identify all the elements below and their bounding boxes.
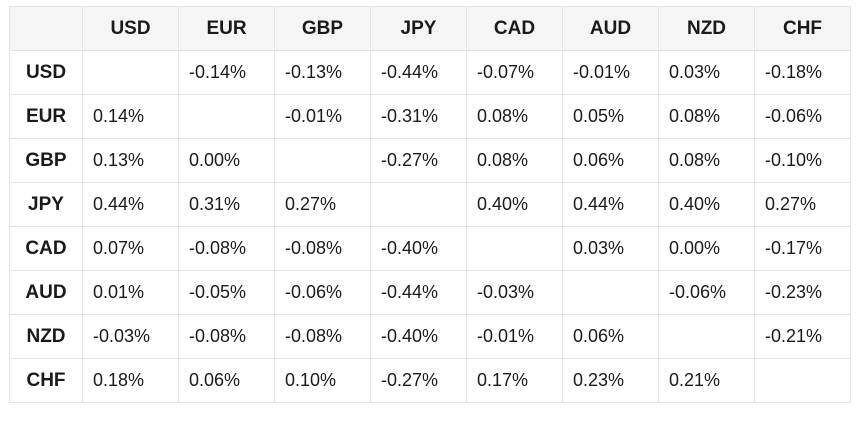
column-header: JPY bbox=[370, 6, 467, 51]
row-header: CHF bbox=[9, 358, 83, 403]
rate-cell: 0.00% bbox=[178, 138, 275, 183]
rate-cell: -0.01% bbox=[466, 314, 563, 359]
table-row: AUD 0.01% -0.05% -0.06% -0.44% -0.03% -0.06% -0… bbox=[9, 270, 851, 315]
rate-cell: -0.07% bbox=[466, 50, 563, 95]
rate-cell: 0.08% bbox=[466, 94, 563, 139]
rate-cell: -0.18% bbox=[754, 50, 851, 95]
rate-cell: 0.23% bbox=[562, 358, 659, 403]
column-header: NZD bbox=[658, 6, 755, 51]
rate-cell: -0.03% bbox=[82, 314, 179, 359]
rate-cell: 0.08% bbox=[658, 94, 755, 139]
rate-cell: 0.01% bbox=[82, 270, 179, 315]
rate-cell: 0.21% bbox=[658, 358, 755, 403]
rate-cell: 0.06% bbox=[562, 314, 659, 359]
row-header: NZD bbox=[9, 314, 83, 359]
row-header: EUR bbox=[9, 94, 83, 139]
rate-cell bbox=[178, 94, 275, 139]
table-row: NZD -0.03% -0.08% -0.08% -0.40% -0.01% 0.06% -0… bbox=[9, 314, 851, 359]
column-header: USD bbox=[82, 6, 179, 51]
table-row: USD -0.14% -0.13% -0.44% -0.07% -0.01% 0.03% -0… bbox=[9, 50, 851, 95]
row-header: JPY bbox=[9, 182, 83, 227]
rate-cell: 0.31% bbox=[178, 182, 275, 227]
rate-cell: -0.31% bbox=[370, 94, 467, 139]
rate-cell bbox=[82, 50, 179, 95]
rate-cell: -0.01% bbox=[274, 94, 371, 139]
rate-cell: 0.18% bbox=[82, 358, 179, 403]
rate-cell: 0.14% bbox=[82, 94, 179, 139]
column-header: CHF bbox=[754, 6, 851, 51]
row-header: GBP bbox=[9, 138, 83, 183]
table-row: JPY 0.44% 0.31% 0.27% 0.40% 0.44% 0.40% 0.27% bbox=[9, 182, 851, 227]
rate-cell: -0.40% bbox=[370, 314, 467, 359]
rate-cell: 0.06% bbox=[178, 358, 275, 403]
rate-cell: 0.40% bbox=[466, 182, 563, 227]
rate-cell: -0.08% bbox=[274, 314, 371, 359]
column-header: CAD bbox=[466, 6, 563, 51]
rate-cell: 0.10% bbox=[274, 358, 371, 403]
rate-cell: 0.44% bbox=[82, 182, 179, 227]
rate-cell bbox=[466, 226, 563, 271]
column-header: EUR bbox=[178, 6, 275, 51]
rate-cell: 0.27% bbox=[754, 182, 851, 227]
table-row: CAD 0.07% -0.08% -0.08% -0.40% 0.03% 0.00% -0.1… bbox=[9, 226, 851, 271]
rate-cell: -0.06% bbox=[658, 270, 755, 315]
rate-cell: -0.27% bbox=[370, 358, 467, 403]
rate-cell: 0.00% bbox=[658, 226, 755, 271]
currency-heatmap-container: USD EUR GBP JPY CAD AUD NZD CHF USD -0.14… bbox=[9, 6, 851, 403]
rate-cell bbox=[754, 358, 851, 403]
corner-cell bbox=[9, 6, 83, 51]
rate-cell: 0.03% bbox=[658, 50, 755, 95]
column-header: GBP bbox=[274, 6, 371, 51]
rate-cell: 0.44% bbox=[562, 182, 659, 227]
rate-cell: 0.05% bbox=[562, 94, 659, 139]
rate-cell: 0.27% bbox=[274, 182, 371, 227]
rate-cell: -0.17% bbox=[754, 226, 851, 271]
rate-cell: 0.03% bbox=[562, 226, 659, 271]
rate-cell: 0.06% bbox=[562, 138, 659, 183]
rate-cell: -0.06% bbox=[274, 270, 371, 315]
currency-cross-rates-table: USD EUR GBP JPY CAD AUD NZD CHF USD -0.14… bbox=[9, 6, 851, 403]
rate-cell bbox=[370, 182, 467, 227]
rate-cell: -0.03% bbox=[466, 270, 563, 315]
rate-cell bbox=[562, 270, 659, 315]
rate-cell: -0.08% bbox=[178, 226, 275, 271]
rate-cell: 0.08% bbox=[658, 138, 755, 183]
rate-cell: -0.01% bbox=[562, 50, 659, 95]
row-header: USD bbox=[9, 50, 83, 95]
table-row: GBP 0.13% 0.00% -0.27% 0.08% 0.06% 0.08% -0.10% bbox=[9, 138, 851, 183]
rate-cell: 0.40% bbox=[658, 182, 755, 227]
header-row: USD EUR GBP JPY CAD AUD NZD CHF bbox=[9, 6, 851, 51]
rate-cell: 0.08% bbox=[466, 138, 563, 183]
rate-cell: -0.23% bbox=[754, 270, 851, 315]
rate-cell: -0.08% bbox=[274, 226, 371, 271]
rate-cell: -0.14% bbox=[178, 50, 275, 95]
row-header: AUD bbox=[9, 270, 83, 315]
rate-cell: 0.07% bbox=[82, 226, 179, 271]
table-row: EUR 0.14% -0.01% -0.31% 0.08% 0.05% 0.08% -0.06… bbox=[9, 94, 851, 139]
rate-cell: -0.08% bbox=[178, 314, 275, 359]
rate-cell: -0.05% bbox=[178, 270, 275, 315]
rate-cell: 0.13% bbox=[82, 138, 179, 183]
rate-cell: -0.44% bbox=[370, 50, 467, 95]
rate-cell: -0.13% bbox=[274, 50, 371, 95]
rate-cell: -0.10% bbox=[754, 138, 851, 183]
rate-cell bbox=[274, 138, 371, 183]
column-header: AUD bbox=[562, 6, 659, 51]
rate-cell: -0.06% bbox=[754, 94, 851, 139]
rate-cell bbox=[658, 314, 755, 359]
rate-cell: -0.40% bbox=[370, 226, 467, 271]
rate-cell: -0.27% bbox=[370, 138, 467, 183]
rate-cell: 0.17% bbox=[466, 358, 563, 403]
row-header: CAD bbox=[9, 226, 83, 271]
rate-cell: -0.44% bbox=[370, 270, 467, 315]
table-row: CHF 0.18% 0.06% 0.10% -0.27% 0.17% 0.23% 0.21% bbox=[9, 358, 851, 403]
rate-cell: -0.21% bbox=[754, 314, 851, 359]
